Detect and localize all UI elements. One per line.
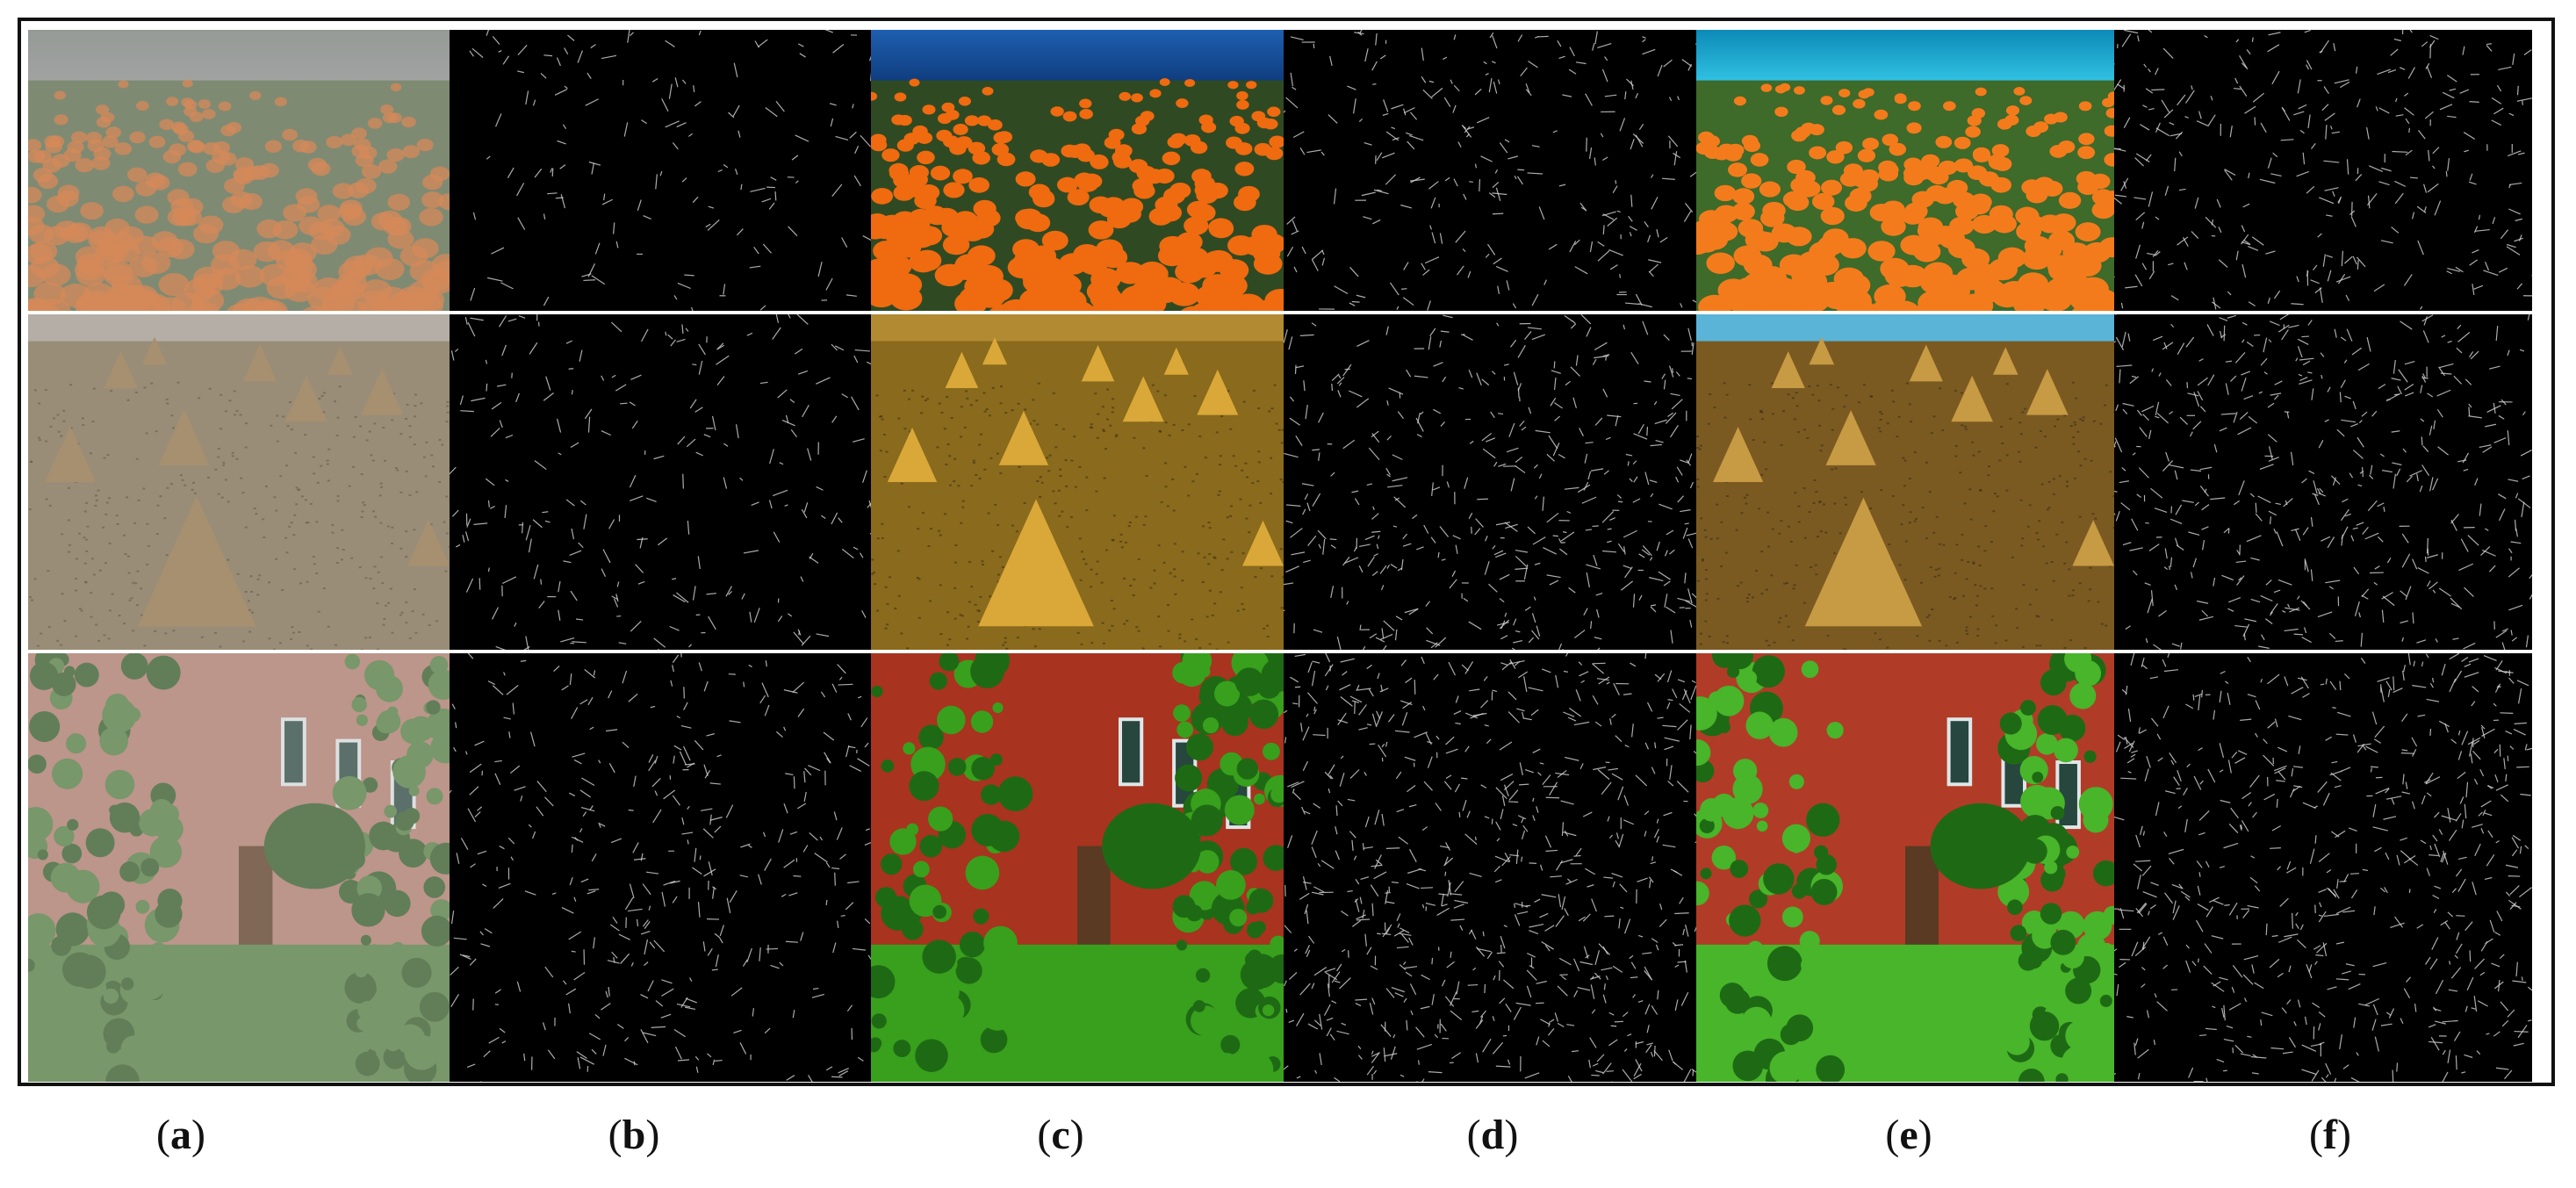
haystack-field-hazy-input-image [28, 314, 450, 650]
caption-e: (e) [1856, 1111, 1961, 1159]
caption-letter: e [1899, 1112, 1918, 1158]
caption-close-paren: ) [1069, 1112, 1084, 1158]
caption-letter: b [622, 1112, 646, 1158]
caption-open-paren: ( [1885, 1112, 1900, 1158]
brick-house-garden-dehazed-result-2-image [1696, 653, 2114, 1082]
haystack-field-dehazed-result-2-image [1696, 314, 2114, 650]
pumpkin-field-edges-of-result-1-image [1284, 30, 1696, 311]
caption-d: (d) [1440, 1111, 1545, 1159]
haystack-field-dehazed-result-1-image [871, 314, 1284, 650]
caption-open-paren: ( [1466, 1112, 1481, 1158]
haystack-field-edges-of-result-1-image [1284, 314, 1696, 650]
caption-open-paren: ( [2309, 1112, 2323, 1158]
pumpkin-field-hazy-input-image [28, 30, 450, 311]
caption-letter: c [1051, 1112, 1070, 1158]
haystack-field-edges-of-result-2-image [2114, 314, 2532, 650]
caption-close-paren: ) [1504, 1112, 1519, 1158]
caption-open-paren: ( [1037, 1112, 1052, 1158]
brick-house-garden-dehazed-result-1-image [871, 653, 1284, 1082]
caption-close-paren: ) [645, 1112, 660, 1158]
pumpkin-field-edges-of-hazy-image [450, 30, 871, 311]
caption-letter: d [1480, 1112, 1505, 1158]
caption-close-paren: ) [2336, 1112, 2351, 1158]
pumpkin-field-edges-of-result-2-image [2114, 30, 2532, 311]
caption-a: (a) [128, 1111, 234, 1159]
caption-b: (b) [581, 1111, 687, 1159]
caption-close-paren: ) [1918, 1112, 1932, 1158]
brick-house-garden-edges-of-result-2-image [2114, 653, 2532, 1082]
caption-f: (f) [2277, 1111, 2383, 1159]
caption-open-paren: ( [156, 1112, 170, 1158]
figure-frame [18, 18, 2555, 1086]
haystack-field-edges-of-hazy-image [450, 314, 871, 650]
image-grid [28, 30, 2532, 1082]
brick-house-garden-edges-of-hazy-image [450, 653, 871, 1082]
caption-letter: f [2323, 1112, 2337, 1158]
caption-open-paren: ( [608, 1112, 622, 1158]
pumpkin-field-dehazed-result-2-image [1696, 30, 2114, 311]
pumpkin-field-dehazed-result-1-image [871, 30, 1284, 311]
caption-close-paren: ) [191, 1112, 205, 1158]
brick-house-garden-edges-of-result-1-image [1284, 653, 1696, 1082]
caption-letter: a [170, 1112, 191, 1158]
caption-c: (c) [1008, 1111, 1113, 1159]
column-captions: (a) (b) (c) (d) (e) (f) [25, 1111, 2534, 1172]
brick-house-garden-hazy-input-image [28, 653, 450, 1082]
